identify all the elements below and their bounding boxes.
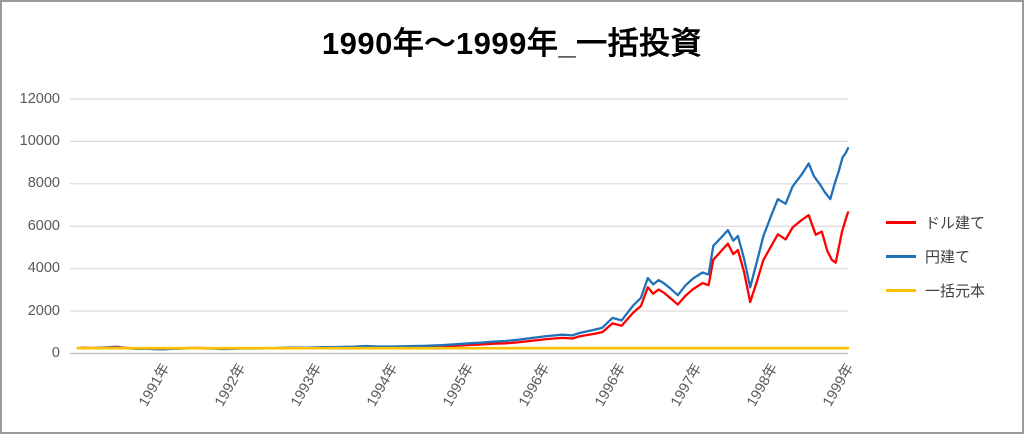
chart-title: 1990年～1999年_一括投資 (321, 26, 703, 61)
legend-swatch-jpy (886, 254, 916, 258)
series-line-usd (76, 211, 850, 351)
legend-item-jpy: 円建て (886, 239, 985, 273)
y-tick-label: 4000 (27, 260, 60, 277)
legend-swatch-principal (886, 288, 916, 292)
y-tick-label: 2000 (27, 302, 60, 319)
legend: ドル建て円建て一括元本 (886, 205, 985, 307)
y-tick-label: 10000 (19, 132, 60, 149)
y-tick-label: 0 (51, 345, 60, 361)
y-tick-label: 12000 (19, 90, 60, 107)
y-tick-label: 6000 (27, 217, 60, 234)
y-tick-label: 8000 (27, 175, 60, 192)
legend-label-principal: 一括元本 (925, 282, 986, 300)
legend-item-usd: ドル建て (886, 205, 985, 239)
legend-label-jpy: 円建て (925, 248, 971, 266)
legend-label-usd: ドル建て (925, 214, 986, 232)
legend-item-principal: 一括元本 (886, 273, 985, 307)
y-gridlines (70, 98, 848, 355)
series-line-jpy (76, 147, 850, 351)
legend-swatch-usd (886, 220, 916, 224)
